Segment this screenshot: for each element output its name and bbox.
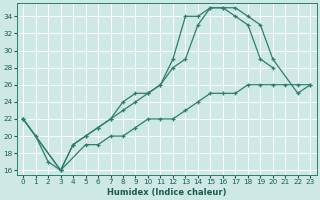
X-axis label: Humidex (Indice chaleur): Humidex (Indice chaleur): [107, 188, 227, 197]
